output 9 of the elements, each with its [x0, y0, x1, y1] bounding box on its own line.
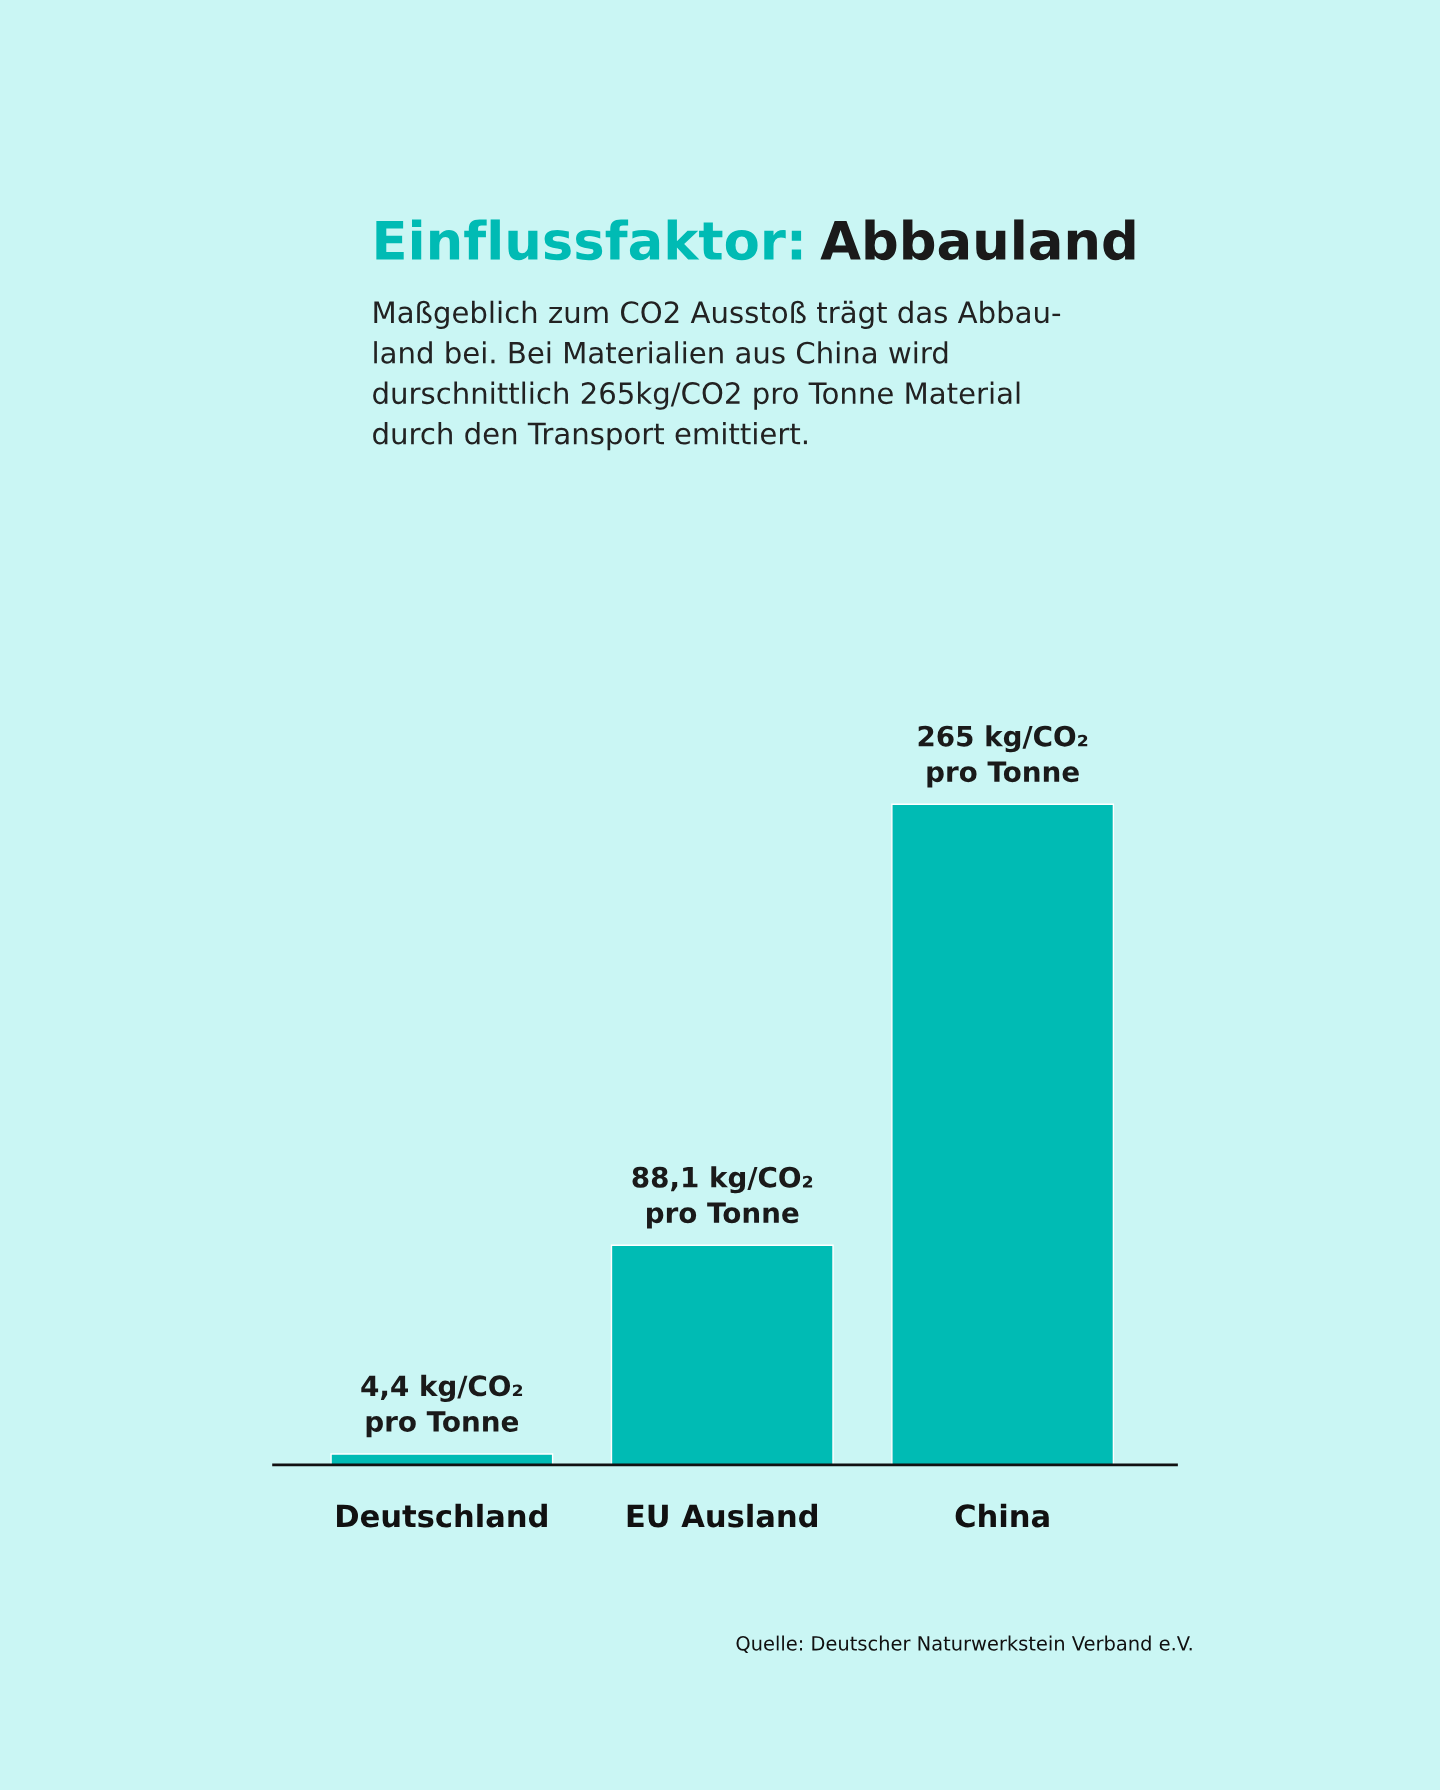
source-note: Quelle: Deutscher Naturwerkstein Verband e.V. [736, 1635, 1192, 1653]
data-label: 4,4 kg/CO₂ pro Tonne [361, 1374, 523, 1438]
chart-title: Einflussfaktor: Abbauland [376, 219, 1135, 261]
data-label: 88,1 kg/CO₂ pro Tonne [632, 1166, 813, 1229]
data-label: 265 kg/CO₂ pro Tonne [918, 725, 1088, 788]
x-tick-label: China [955, 1503, 1049, 1528]
x-tick-label: EU Ausland [627, 1503, 817, 1528]
chart-subtitle: Maßgeblich zum CO2 Ausstoß trägt das Abbau- land bei. Bei Materialien aus China wird durschnittlich 265kg/CO2 pro Tonne Material durch den Transport emittiert. [373, 300, 1061, 451]
x-tick-label: Deutschland [337, 1503, 547, 1528]
